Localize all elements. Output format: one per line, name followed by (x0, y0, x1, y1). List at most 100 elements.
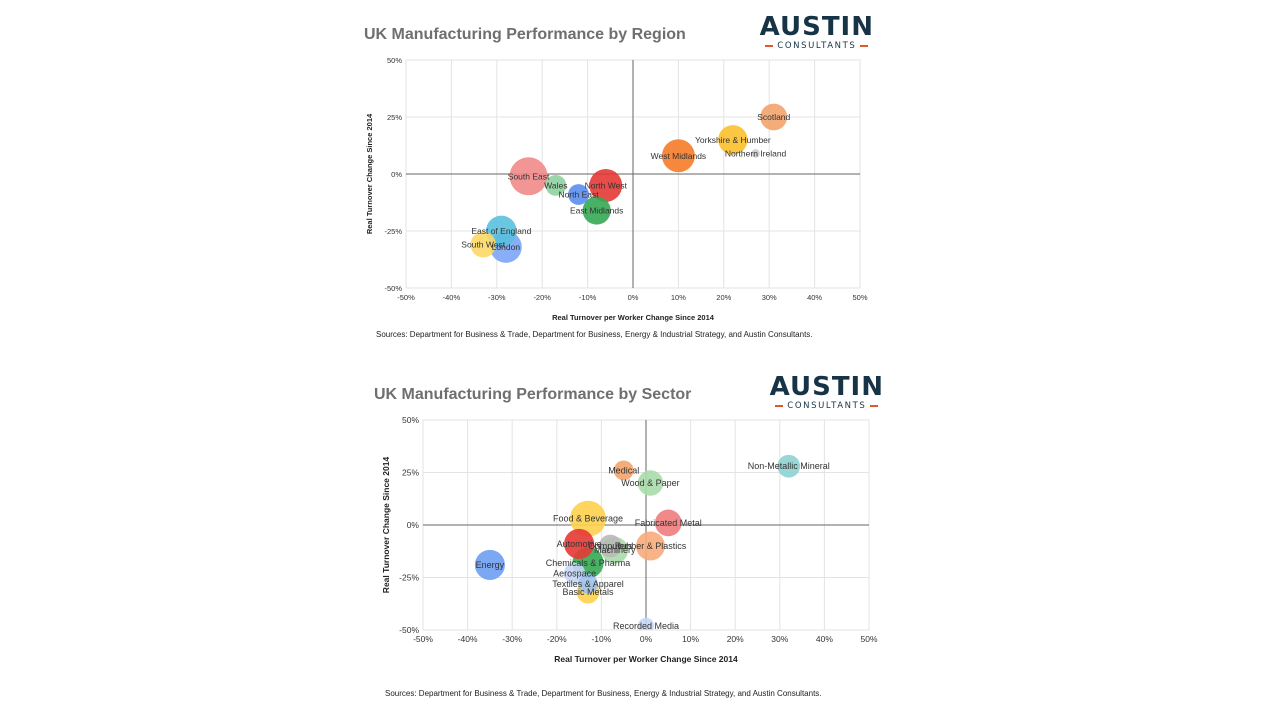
x-tick-label: 30% (762, 293, 777, 302)
source-note: Sources: Department for Business & Trade… (376, 330, 813, 339)
x-tick-label: 50% (860, 634, 877, 644)
bubble-group (474, 454, 801, 630)
bubble-label: West Midlands (651, 151, 707, 161)
data-bubble (509, 157, 548, 196)
logo-rule-left (775, 405, 784, 407)
bubble-label: Energy (476, 560, 505, 570)
chart-title: UK Manufacturing Performance by Region (364, 26, 686, 43)
y-axis-title: Real Turnover Change Since 2014 (365, 113, 374, 234)
bubble-label: Yorkshire & Humber (695, 135, 771, 145)
x-tick-label: 50% (852, 293, 867, 302)
bubble-label: Wood & Paper (621, 478, 679, 488)
x-tick-label: -20% (533, 293, 551, 302)
logo-subtitle: CONSULTANTS (760, 41, 874, 51)
y-tick-label: -50% (399, 625, 419, 635)
x-tick-label: 20% (727, 634, 744, 644)
bubble-label: Non-Metallic Mineral (748, 461, 830, 471)
bubble-label: North East (558, 190, 599, 200)
bubble-label: South West (461, 240, 505, 250)
bubble-label: Aerospace (553, 568, 596, 578)
y-tick-label: 50% (387, 56, 402, 65)
bubble-label: Chemicals & Pharma (546, 558, 631, 568)
austin-consultants-logo: AUSTIN CONSULTANTS (760, 12, 874, 51)
data-bubble (613, 460, 634, 481)
y-tick-label: 25% (402, 468, 419, 478)
logo-wordmark: AUSTIN (759, 12, 874, 42)
bubble-label: Wales (544, 180, 567, 190)
x-tick-label: -50% (397, 293, 415, 302)
y-tick-label: -25% (399, 573, 419, 583)
bubble-label: Fabricated Metal (635, 518, 702, 528)
logo-rule-right (870, 405, 879, 407)
logo-rule-right (860, 45, 869, 47)
y-tick-label: 0% (407, 520, 420, 530)
bubble-label: Automotive (557, 539, 602, 549)
data-bubble (777, 454, 801, 478)
x-tick-label: 20% (716, 293, 731, 302)
x-tick-label: -30% (502, 634, 522, 644)
sector-scatter-chart: -50% -40% -30% -20% -10% 0% 10% 20% 30% 40% 50% 50%… (381, 415, 878, 664)
data-bubble (474, 549, 505, 580)
bubble-label: Medical (608, 465, 639, 475)
bubble-group (470, 103, 788, 263)
data-bubble (570, 500, 607, 537)
bubble-label: North West (585, 180, 628, 190)
bubble-label: Basic Metals (563, 587, 615, 597)
x-tick-label: -50% (413, 634, 433, 644)
x-tick-label: -40% (458, 634, 478, 644)
data-bubble (582, 196, 611, 225)
data-bubble (578, 573, 598, 594)
data-bubble (760, 103, 788, 131)
x-tick-label: -10% (579, 293, 597, 302)
x-tick-label: 10% (671, 293, 686, 302)
data-bubble (470, 231, 496, 258)
bubble-label: East of England (471, 226, 531, 236)
data-bubble (589, 168, 623, 202)
x-axis-title: Real Turnover per Worker Change Since 20… (554, 654, 738, 664)
y-axis-title: Real Turnover Change Since 2014 (381, 457, 391, 594)
y-tick-label: -50% (384, 284, 402, 293)
data-bubble (637, 470, 664, 496)
sector-chart-panel: UK Manufacturing Performance by Sector A… (360, 368, 900, 714)
bubble-label: Computers (588, 541, 633, 551)
logo-subtitle: CONSULTANTS (770, 401, 884, 411)
x-tick-label: 40% (816, 634, 833, 644)
data-bubble (661, 139, 695, 173)
x-tick-label: 40% (807, 293, 822, 302)
austin-consultants-logo: AUSTIN CONSULTANTS (770, 372, 884, 411)
y-tick-label: 50% (402, 415, 419, 425)
data-bubble (654, 509, 682, 537)
data-bubble (545, 174, 567, 196)
y-tick-label: 25% (387, 113, 402, 122)
x-tick-label: -30% (488, 293, 506, 302)
x-axis-title: Real Turnover per Worker Change Since 20… (552, 313, 715, 322)
x-tick-label: -10% (591, 634, 611, 644)
x-tick-label: 10% (682, 634, 699, 644)
x-tick-label: 0% (628, 293, 639, 302)
data-bubble (598, 534, 622, 558)
bubble-label-group: Non-Metallic Mineral Medical Wood & Paper F… (476, 461, 830, 631)
data-bubble (751, 149, 760, 158)
x-tick-label: -40% (443, 293, 461, 302)
logo-wordmark: AUSTIN (769, 372, 884, 402)
data-bubble (564, 528, 595, 559)
region-chart-panel: UK Manufacturing Performance by Region A… (350, 8, 890, 348)
bubble-label: Rubber & Plastics (615, 541, 687, 551)
x-tick-label: -20% (547, 634, 567, 644)
bubble-label: South East (508, 171, 550, 181)
bubble-label: East Midlands (570, 205, 623, 215)
bubble-label: Textiles & Apparel (552, 579, 624, 589)
bubble-label: Food & Beverage (553, 514, 623, 524)
y-tick-label: 0% (391, 170, 402, 179)
x-tick-label: 30% (771, 634, 788, 644)
logo-subtitle-text: CONSULTANTS (787, 401, 867, 411)
y-tick-label: -25% (384, 227, 402, 236)
bubble-label: Recorded Media (613, 621, 679, 631)
data-bubble (637, 617, 655, 630)
region-scatter-chart: -50% -40% -30% -20% -10% 0% 10% 20% 30% 40% 50% 50%… (365, 56, 868, 322)
bubble-label: Machinery (594, 545, 636, 555)
logo-subtitle-text: CONSULTANTS (777, 41, 857, 51)
bubble-label: Scotland (757, 112, 790, 122)
source-note: Sources: Department for Business & Trade… (385, 689, 822, 698)
bubble-label: Northern Ireland (725, 148, 787, 158)
